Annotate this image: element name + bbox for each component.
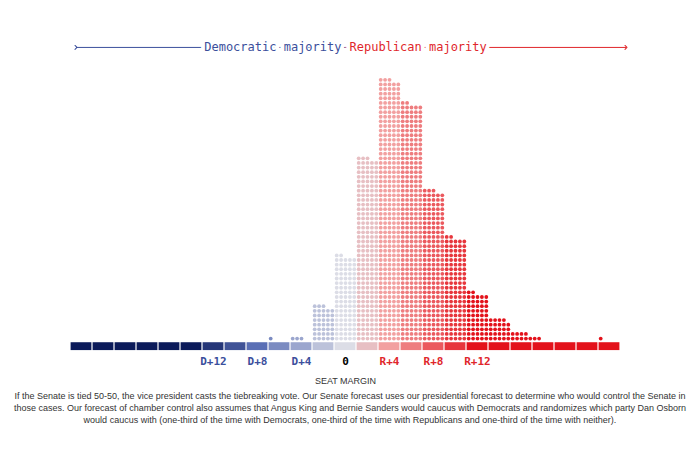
svg-text:SEAT MARGIN: SEAT MARGIN <box>315 376 376 386</box>
svg-text:R+4: R+4 <box>380 355 400 368</box>
svg-text:D+12: D+12 <box>200 355 227 368</box>
html-text:If the Senate is tied 50-50, t: If the Senate is tied 50-50, the vice pr… <box>14 391 686 425</box>
svg-text:Republican majority: Republican majority <box>350 40 487 54</box>
svg-text:D+8: D+8 <box>248 355 268 368</box>
svg-text:Democratic majority: Democratic majority <box>204 40 341 54</box>
svg-text:D+4: D+4 <box>292 355 312 368</box>
svg-text:0: 0 <box>342 355 349 368</box>
svg-text:R+8: R+8 <box>424 355 444 368</box>
svg-text:R+12: R+12 <box>464 355 491 368</box>
